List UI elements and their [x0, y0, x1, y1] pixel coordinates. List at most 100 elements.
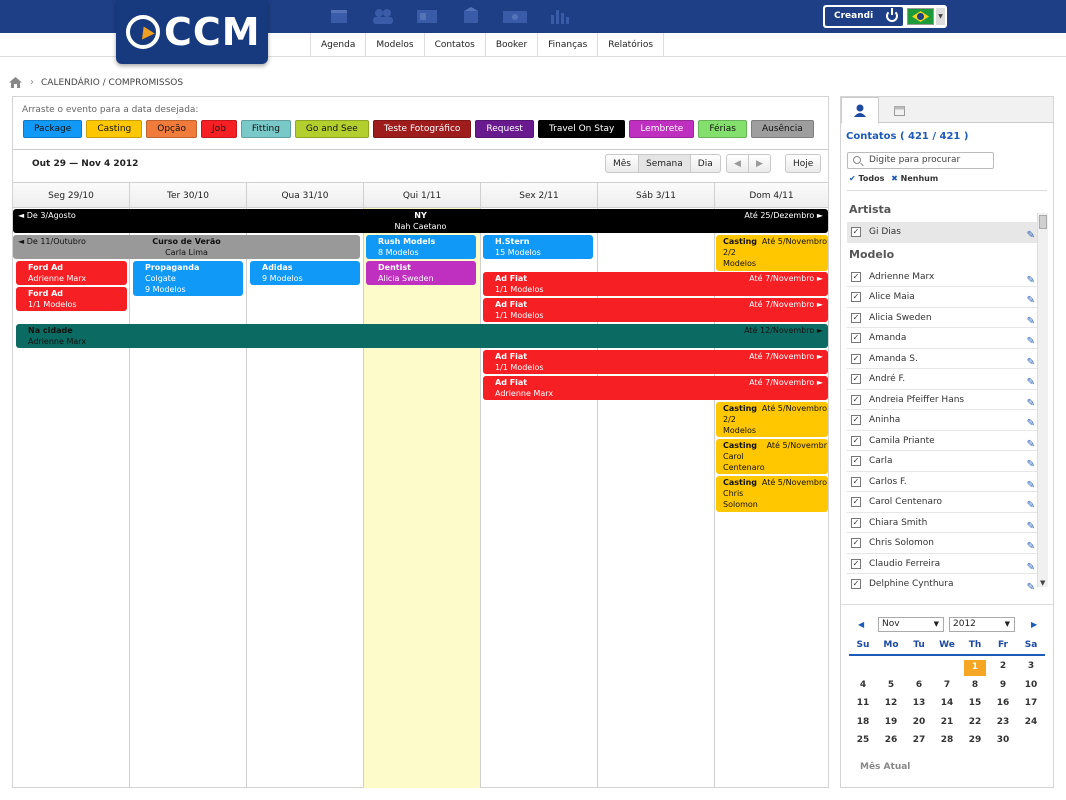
calendar-day[interactable]: 10: [1024, 679, 1038, 690]
edit-pencil-icon[interactable]: ✎: [1026, 295, 1035, 306]
event-type-chip[interactable]: Lembrete: [629, 120, 695, 138]
view-month-button[interactable]: Mês: [605, 154, 639, 173]
calendar-day[interactable]: 17: [1024, 698, 1038, 708]
calendar-day[interactable]: 29: [968, 735, 982, 745]
contact-item[interactable]: ✓ Alice Maia ✎: [847, 287, 1038, 308]
current-month-link[interactable]: Mês Atual: [860, 762, 911, 772]
nav-relatorios[interactable]: Relatórios: [597, 33, 665, 57]
calendar-icon[interactable]: [325, 6, 353, 26]
nav-financas[interactable]: Finanças: [537, 33, 597, 57]
event-type-chip[interactable]: Teste Fotográfico: [372, 120, 472, 138]
event-casting[interactable]: Casting Até 5/Novembro Chris Solomon: [716, 476, 828, 512]
contact-item[interactable]: ✓ Amanda ✎: [847, 328, 1038, 349]
calendar-day[interactable]: 25: [856, 735, 870, 745]
calendar-day[interactable]: 6: [915, 679, 923, 690]
calendar-day[interactable]: 24: [1024, 716, 1038, 727]
event-ad-fiat[interactable]: Ad Fiat 1/1 Modelos Até 7/Novembro ►: [483, 272, 828, 296]
language-dropdown-icon[interactable]: ▼: [936, 8, 945, 25]
edit-pencil-icon[interactable]: ✎: [1026, 397, 1035, 409]
view-day-button[interactable]: Dia: [689, 154, 721, 173]
contact-checkbox[interactable]: ✓: [851, 394, 861, 405]
contact-checkbox[interactable]: ✓: [851, 476, 861, 487]
contact-checkbox[interactable]: ✓: [851, 558, 861, 569]
event-na-cidade[interactable]: Na cidade Adrienne Marx Até 12/Novembro …: [16, 324, 828, 348]
event-rush-models[interactable]: Rush Models 8 Modelos: [366, 235, 476, 259]
event-type-chip[interactable]: Go and See: [294, 120, 369, 138]
day-column[interactable]: [130, 208, 247, 788]
prev-period-icon[interactable]: ◀: [726, 154, 749, 173]
today-button[interactable]: Hoje: [785, 154, 822, 173]
edit-pencil-icon[interactable]: ✎: [1026, 356, 1035, 368]
event-ad-fiat[interactable]: Ad Fiat 1/1 Modelos Até 7/Novembro ►: [483, 350, 828, 374]
calendar-day[interactable]: 21: [940, 716, 954, 727]
calendar-day[interactable]: 3: [1027, 661, 1035, 671]
calendar-day[interactable]: 11: [856, 698, 870, 708]
contact-checkbox[interactable]: ✓: [851, 227, 861, 237]
contact-item[interactable]: ✓ Camila Priante ✎: [847, 431, 1038, 451]
contact-checkbox[interactable]: ✓: [851, 456, 861, 466]
power-icon[interactable]: [886, 8, 898, 22]
event-adidas[interactable]: Adidas 9 Modelos: [250, 261, 360, 285]
edit-pencil-icon[interactable]: ✎: [1026, 274, 1035, 286]
event-ford-ad[interactable]: Ford Ad 1/1 Modelos: [16, 287, 127, 311]
people-icon[interactable]: [369, 6, 397, 26]
event-type-chip[interactable]: Job: [201, 120, 237, 138]
ccm-logo[interactable]: CCM: [116, 0, 268, 64]
contacts-search-input[interactable]: Digite para procurar: [847, 152, 994, 169]
edit-pencil-icon[interactable]: ✎: [1026, 315, 1035, 327]
event-type-chip[interactable]: Request: [475, 120, 534, 138]
finance-icon[interactable]: [501, 6, 529, 26]
event-type-chip[interactable]: Travel On Stay: [537, 120, 626, 138]
view-week-button[interactable]: Semana: [638, 154, 691, 173]
event-ny[interactable]: ◄ De 3/Agosto NY Nah Caetano Até 25/Deze…: [13, 209, 828, 233]
next-month-icon[interactable]: ▶: [1031, 620, 1038, 629]
calendar-day[interactable]: 9: [999, 679, 1007, 690]
tab-contacts[interactable]: [841, 97, 879, 124]
edit-pencil-icon[interactable]: ✎: [1026, 479, 1035, 491]
contact-item[interactable]: ✓ Chris Solomon ✎: [847, 533, 1038, 554]
event-casting[interactable]: Casting Até 5/Novembro 2/2 Modelos: [716, 235, 828, 271]
contact-item[interactable]: ✓ Delphine Cynthura ✎: [847, 574, 1038, 590]
calendar-day[interactable]: 7: [943, 679, 951, 690]
edit-pencil-icon[interactable]: ✎: [1026, 230, 1035, 241]
edit-pencil-icon[interactable]: ✎: [1026, 520, 1035, 532]
event-hstern[interactable]: H.Stern 15 Modelos: [483, 235, 593, 259]
contact-checkbox[interactable]: ✓: [851, 333, 861, 343]
contact-checkbox[interactable]: ✓: [851, 374, 861, 384]
tab-calendar[interactable]: [880, 97, 918, 124]
event-ad-fiat[interactable]: Ad Fiat 1/1 Modelos Até 7/Novembro ►: [483, 298, 828, 322]
prev-month-icon[interactable]: ◀: [858, 620, 865, 629]
event-type-chip[interactable]: Ausência: [750, 120, 814, 138]
select-none-link[interactable]: Nenhum: [900, 174, 939, 183]
contact-checkbox[interactable]: ✓: [851, 538, 861, 548]
calendar-day[interactable]: 20: [912, 716, 926, 727]
calendar-day[interactable]: 18: [856, 716, 870, 727]
event-casting[interactable]: Casting Até 5/Novembr Carol Centenaro: [716, 439, 828, 474]
contact-item[interactable]: ✓ Carlos F. ✎: [847, 472, 1038, 492]
day-column[interactable]: [598, 208, 715, 788]
contacts-card-icon[interactable]: [413, 6, 441, 26]
calendar-day[interactable]: 28: [940, 735, 954, 745]
contact-item[interactable]: ✓ André F. ✎: [847, 369, 1038, 390]
event-type-chip[interactable]: Opção: [146, 120, 198, 138]
edit-pencil-icon[interactable]: ✎: [1026, 582, 1035, 590]
calendar-day[interactable]: 19: [884, 716, 898, 727]
contact-checkbox[interactable]: ✓: [851, 517, 861, 528]
calendar-day[interactable]: 22: [968, 716, 982, 727]
contact-item[interactable]: ✓ Chiara Smith ✎: [847, 513, 1038, 533]
contact-item[interactable]: ✓ Claudio Ferreira ✎: [847, 554, 1038, 574]
edit-pencil-icon[interactable]: ✎: [1026, 459, 1035, 470]
edit-pencil-icon[interactable]: ✎: [1026, 541, 1035, 552]
event-propaganda[interactable]: Propaganda Colgate 9 Modelos: [133, 261, 243, 296]
calendar-day[interactable]: 15: [968, 698, 982, 708]
contact-item[interactable]: ✓ Gi Dias ✎: [847, 222, 1038, 243]
day-column[interactable]: [247, 208, 364, 788]
contact-checkbox[interactable]: ✓: [851, 579, 861, 589]
calendar-day[interactable]: 12: [884, 698, 898, 708]
contact-item[interactable]: ✓ Amanda S. ✎: [847, 349, 1038, 369]
nav-booker[interactable]: Booker: [484, 33, 537, 57]
edit-pencil-icon[interactable]: ✎: [1026, 336, 1035, 347]
event-ad-fiat[interactable]: Ad Fiat Adrienne Marx Até 7/Novembro ►: [483, 376, 828, 400]
contact-item[interactable]: ✓ Carol Centenaro ✎: [847, 492, 1038, 513]
contact-item[interactable]: ✓ Aninha ✎: [847, 410, 1038, 431]
